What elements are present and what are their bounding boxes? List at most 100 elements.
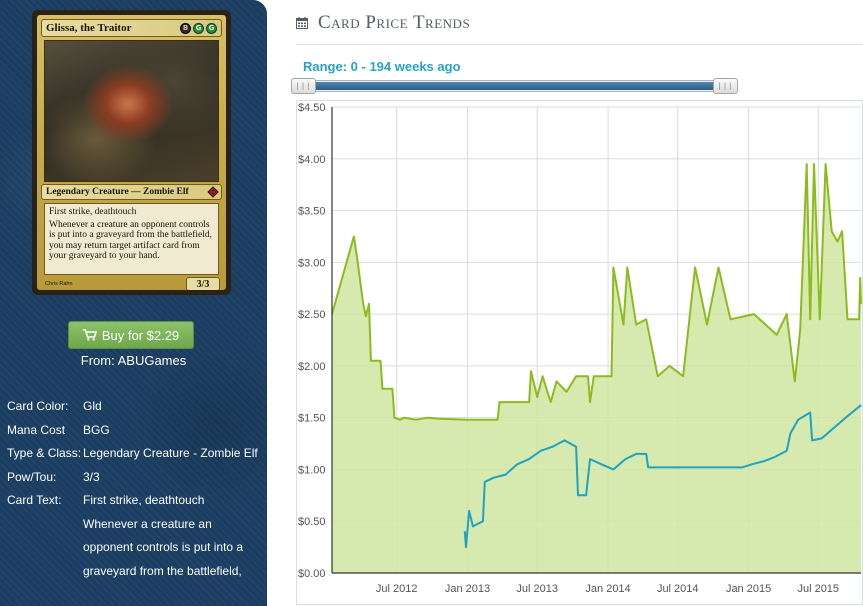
card-artist: Chris Rahn (45, 281, 73, 287)
detail-value: Legendary Creature - Zombie Elf (83, 446, 258, 460)
card-image: Glissa, the Traitor B G G Legendary Crea… (32, 10, 231, 295)
data-point (645, 453, 647, 455)
range-slider[interactable]: ||| ||| (291, 78, 738, 94)
data-point (624, 458, 626, 460)
x-tick-label: Jul 2012 (376, 583, 418, 595)
data-point (484, 481, 486, 483)
data-point (368, 303, 370, 305)
detail-label: Type & Class: (7, 446, 82, 460)
green-mana-icon: G (206, 22, 217, 34)
card-rules-text: First strike, deathtouch Whenever a crea… (44, 203, 219, 275)
detail-row-color: Card Color: Gld (7, 395, 262, 419)
detail-label: Mana Cost (7, 422, 66, 437)
x-tick-label: Jan 2015 (726, 583, 771, 595)
card-name: Glissa, the Traitor (46, 22, 132, 34)
data-point (472, 525, 474, 527)
data-point (516, 463, 518, 465)
data-point (563, 439, 566, 441)
y-tick-label: $4.00 (298, 154, 326, 166)
data-point (482, 520, 484, 522)
data-point (575, 446, 577, 448)
data-point (465, 546, 467, 548)
data-point (626, 266, 628, 269)
x-tick-label: Jan 2014 (585, 583, 630, 595)
detail-row-card-text: Card Text: First strike, deathtouch When… (7, 489, 262, 583)
data-point (438, 418, 440, 420)
slider-handle-left[interactable]: ||| (291, 78, 316, 94)
set-symbol-icon (207, 186, 219, 198)
y-tick-label: $1.50 (298, 413, 326, 425)
data-point (645, 318, 647, 320)
data-point (635, 323, 637, 326)
data-point (819, 318, 821, 320)
data-point (622, 323, 625, 326)
data-point (717, 466, 720, 468)
data-point (682, 466, 684, 468)
data-point (427, 417, 429, 419)
data-point (797, 419, 799, 421)
data-point (575, 375, 577, 377)
slider-selected-range (307, 82, 725, 90)
data-point (536, 396, 538, 398)
slider-handle-right[interactable]: ||| (713, 78, 738, 94)
data-point (542, 375, 544, 377)
data-point (393, 417, 395, 419)
data-point (565, 391, 568, 393)
data-point (505, 474, 507, 476)
data-point (821, 437, 823, 439)
card-rules-line: Whenever a creature an opponent controls… (49, 219, 213, 262)
detail-label: Card Text: (7, 493, 62, 507)
data-point (794, 380, 796, 382)
data-point (833, 427, 835, 429)
detail-row-type: Type & Class: Legendary Creature - Zombi… (7, 442, 262, 466)
buy-vendor: From: ABUGames (80, 353, 187, 368)
detail-value: Gld (83, 399, 102, 413)
card-art (44, 40, 219, 182)
detail-value: First strike, deathtouch Whenever a crea… (83, 493, 244, 578)
data-point (751, 463, 753, 465)
detail-row-mana-cost: Mana Cost BGG (7, 419, 262, 443)
data-point (858, 318, 860, 320)
data-point (846, 318, 849, 320)
data-point (399, 419, 401, 421)
data-point (789, 432, 792, 434)
price-chart-svg: $0.00 $0.50 $1.00 $1.50 $2.00 $2.50 $3.00 $3.50… (296, 100, 863, 605)
data-point (600, 463, 603, 465)
data-point (763, 460, 765, 462)
data-point (635, 453, 637, 455)
data-point (589, 401, 591, 403)
data-point (612, 266, 614, 269)
shopping-cart-icon (82, 329, 97, 341)
data-point (379, 360, 382, 362)
detail-label: Pow/Tou: (7, 469, 57, 484)
data-point (729, 318, 732, 320)
buy-button-label: Buy for $2.29 (101, 327, 180, 343)
data-point (365, 315, 367, 317)
series-line-green (331, 163, 862, 421)
data-point (362, 303, 364, 305)
data-point (593, 375, 595, 377)
data-point (741, 466, 743, 468)
data-point (811, 439, 813, 441)
data-point (528, 401, 530, 403)
card-power-toughness: 3/3 (186, 277, 220, 290)
data-point (753, 313, 755, 315)
x-tick-label: Jul 2013 (516, 583, 558, 595)
data-point (809, 318, 811, 320)
data-point (555, 380, 558, 382)
data-point (464, 531, 466, 533)
data-point (836, 241, 839, 243)
buy-button[interactable]: Buy for $2.29 (68, 321, 194, 349)
data-point (860, 404, 862, 406)
data-point (776, 334, 778, 336)
data-point (845, 417, 847, 419)
data-point (585, 494, 587, 496)
data-point (825, 163, 827, 165)
detail-value: 3/3 (83, 469, 100, 484)
data-point (657, 375, 659, 377)
data-point (468, 419, 470, 421)
data-point (694, 266, 696, 269)
y-tick-label: $1.00 (298, 464, 326, 476)
data-point (813, 163, 815, 165)
data-point (403, 417, 405, 419)
